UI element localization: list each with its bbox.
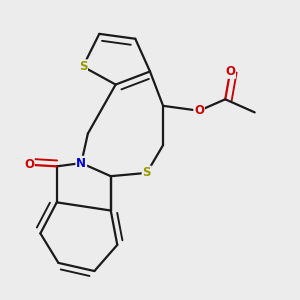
Text: N: N	[76, 157, 86, 169]
Text: S: S	[79, 60, 87, 73]
Text: O: O	[194, 104, 204, 117]
Text: O: O	[225, 65, 235, 78]
Text: S: S	[142, 167, 151, 179]
Text: O: O	[24, 158, 34, 171]
